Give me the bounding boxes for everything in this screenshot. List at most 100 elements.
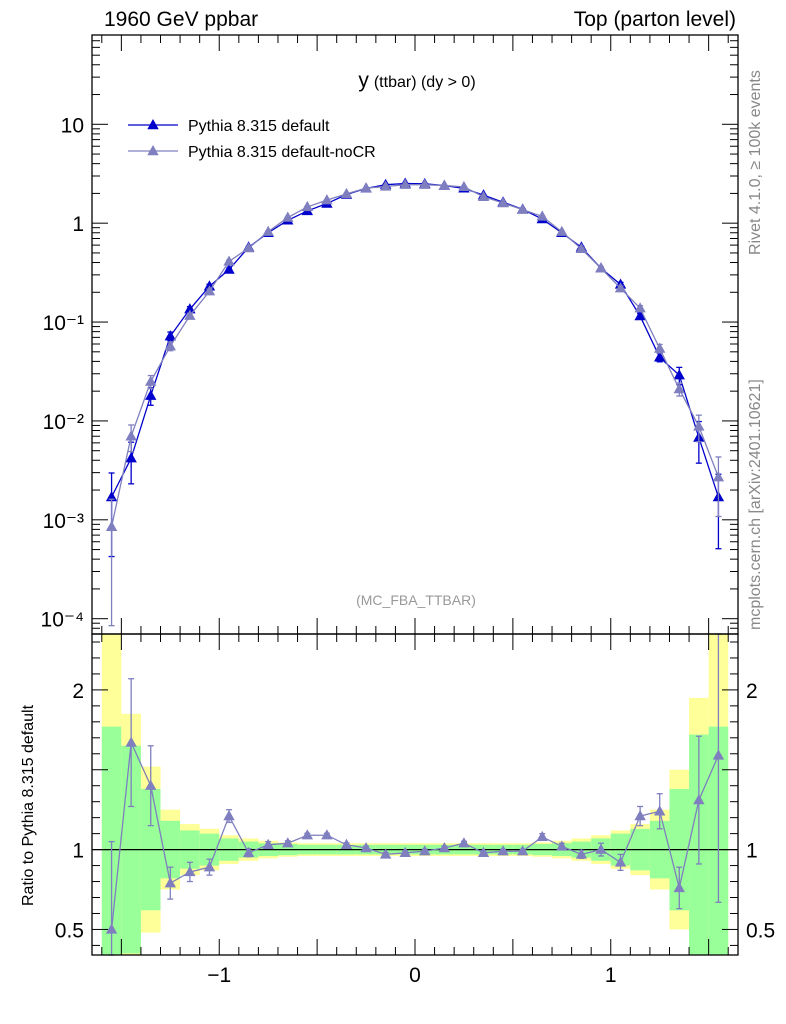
ratio-point [379, 848, 392, 859]
ratio-point [673, 881, 685, 893]
ratio-point [653, 805, 666, 816]
y-tick-label: 10⁻³ [43, 510, 84, 533]
data-point [419, 178, 431, 189]
data-point [125, 430, 137, 441]
ratio-point [712, 749, 725, 760]
legend: Pythia 8.315 default Pythia 8.315 default… [128, 118, 376, 161]
data-point [223, 263, 235, 274]
plot-title-subtitle: (ttbar) (dy > 0) [374, 74, 476, 91]
x-tick-label: 0 [409, 964, 421, 987]
data-point [673, 383, 685, 394]
band-inner-bin [101, 726, 122, 955]
ratio-y-tick-label-right: 0.5 [746, 919, 775, 942]
ratio-point [203, 861, 216, 872]
series-line [110, 182, 720, 498]
series-default-nocr [105, 178, 725, 627]
ratio-point [556, 840, 568, 851]
x-tick-label: 1 [605, 964, 617, 987]
data-point [556, 225, 568, 236]
ratio-point [693, 794, 705, 805]
ratio-point [145, 779, 157, 790]
data-point [614, 282, 627, 293]
ratio-y-axis-label: Ratio to Pythia 8.315 default [20, 704, 37, 906]
ratio-y-tick-label-right: 1 [746, 840, 758, 863]
data-point [262, 225, 274, 236]
main-plot [105, 177, 725, 627]
ratio-point [262, 838, 274, 850]
data-point [653, 351, 666, 362]
data-point [184, 303, 196, 314]
ratio-uncertainty-band [92, 634, 738, 955]
series-line [110, 184, 720, 527]
data-point [673, 369, 685, 380]
ratio-point [164, 877, 177, 888]
ratio-point [477, 846, 490, 857]
ratio-point [614, 856, 627, 867]
header-right-label: Top (parton level) [573, 8, 736, 31]
data-point [516, 203, 529, 214]
y-tick-label: 10⁻² [43, 411, 84, 434]
ratio-point [458, 837, 470, 848]
data-point [438, 179, 451, 190]
data-point [477, 190, 490, 201]
ratio-y-tick-label: 2 [72, 680, 84, 703]
data-point [184, 309, 196, 320]
y-tick-label: 10⁻¹ [43, 312, 84, 335]
ratio-series-default-nocr [105, 633, 725, 956]
header-left-label: 1960 GeV ppbar [104, 8, 259, 31]
data-point [458, 180, 470, 192]
plot-title: y (ttbar) (dy > 0) [358, 69, 475, 92]
plot-title-symbol: y [358, 69, 369, 92]
ratio-point [105, 923, 118, 934]
data-point [145, 389, 157, 400]
data-point [653, 342, 666, 353]
ratio-point [340, 838, 353, 850]
x-tick-label: −1 [207, 964, 231, 987]
rivet-version-label: Rivet 4.1.0, ≥ 100k events [747, 70, 764, 255]
legend-marker [147, 119, 159, 130]
data-point [203, 285, 216, 296]
data-point [360, 182, 372, 193]
ratio-point [516, 845, 529, 856]
legend-label: Pythia 8.315 default-noCR [188, 144, 376, 161]
ratio-y-tick-label: 0.5 [55, 919, 84, 942]
data-point [595, 262, 607, 273]
data-point [634, 302, 646, 313]
data-point [223, 255, 235, 266]
ratio-point [321, 829, 333, 840]
ratio-point [497, 845, 509, 856]
mcplots-reference-label: mcplots.cern.ch [arXiv:2401.10621] [747, 379, 764, 630]
ratio-point [595, 843, 607, 854]
ratio-point [282, 837, 294, 848]
data-point [164, 340, 177, 351]
ratio-point [536, 830, 548, 842]
y-tick-label: 10⁻⁴ [41, 609, 84, 632]
data-point [321, 194, 333, 205]
ratio-point [575, 848, 588, 859]
ratio-point [634, 810, 646, 821]
ratio-frame [91, 633, 739, 956]
legend-marker [147, 145, 159, 156]
data-point [634, 310, 646, 321]
series-default [105, 177, 725, 558]
analysis-watermark: (MC_FBA_TTBAR) [356, 592, 476, 608]
data-point [282, 211, 294, 222]
ratio-point [399, 846, 411, 857]
ratio-point [360, 842, 372, 853]
data-point [575, 242, 588, 254]
ratio-point [438, 842, 451, 853]
data-point [145, 375, 157, 386]
data-point [497, 196, 509, 208]
data-point [399, 178, 411, 189]
ratio-point [223, 810, 235, 821]
legend-label: Pythia 8.315 default [188, 118, 330, 135]
ratio-y-tick-label-right: 2 [746, 680, 758, 703]
ratio-plot [105, 633, 725, 956]
data-point [125, 452, 137, 463]
y-tick-label: 1 [72, 213, 84, 236]
data-point [301, 200, 314, 212]
y-tick-label: 10 [61, 114, 84, 137]
data-point [379, 180, 392, 191]
data-point [712, 471, 725, 482]
